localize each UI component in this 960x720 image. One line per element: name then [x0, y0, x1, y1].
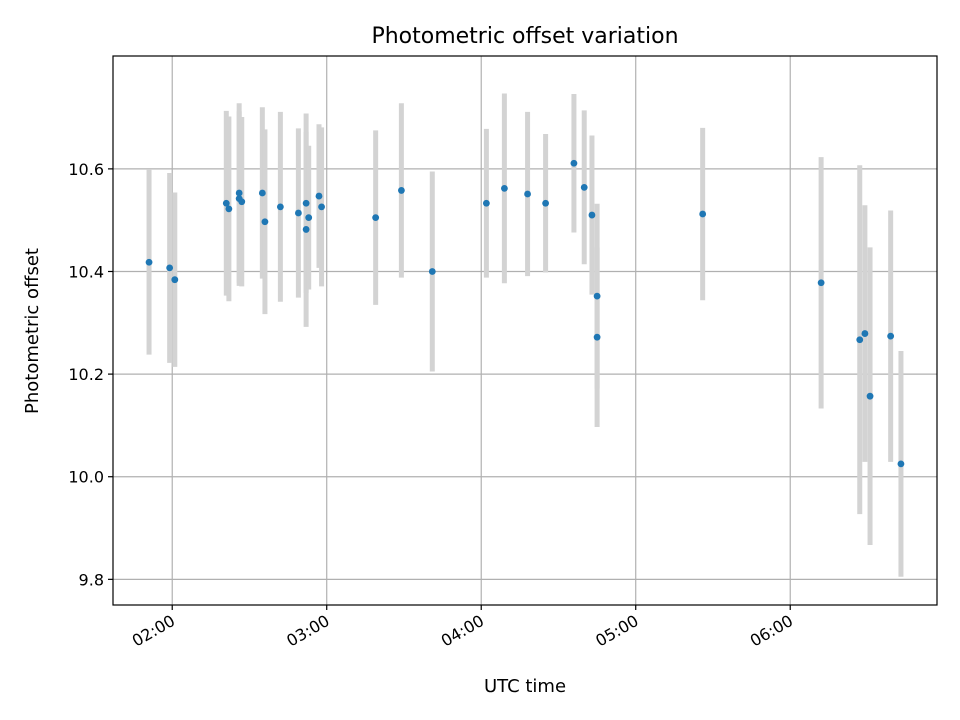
data-point — [145, 258, 153, 266]
data-point — [295, 209, 302, 217]
grid — [113, 56, 937, 605]
y-tick-label: 10.6 — [68, 160, 104, 179]
data-point — [222, 199, 230, 207]
data-point — [315, 192, 323, 200]
data-point — [398, 187, 405, 194]
data-point — [542, 199, 549, 207]
data-point — [302, 199, 310, 207]
data-point — [580, 183, 588, 191]
chart-title: Photometric offset variation — [371, 24, 678, 49]
x-axis-label: UTC time — [484, 676, 566, 697]
data-point — [897, 460, 905, 468]
data-point — [593, 333, 601, 341]
data-point — [235, 189, 243, 197]
data-point — [482, 199, 490, 207]
data-point — [524, 190, 531, 198]
data-point — [261, 218, 269, 226]
y-axis-ticks: 9.8 10.0 10.2 10.4 10.6 — [68, 160, 113, 589]
data-point — [166, 264, 174, 272]
data-point — [588, 211, 596, 219]
data-point — [817, 279, 825, 287]
data-point — [593, 292, 601, 300]
data-points — [145, 159, 905, 468]
data-point — [570, 159, 578, 167]
y-tick-label: 10.4 — [68, 262, 104, 281]
data-point — [276, 203, 284, 211]
data-point — [856, 336, 864, 344]
y-tick-label: 10.0 — [68, 468, 104, 487]
data-point — [258, 189, 266, 197]
data-point — [501, 184, 508, 192]
data-point — [318, 203, 325, 211]
data-point — [699, 210, 707, 218]
data-point — [866, 392, 874, 400]
data-point — [372, 214, 380, 222]
data-point — [305, 214, 313, 222]
plot-frame — [112, 55, 938, 606]
data-point — [428, 268, 436, 275]
data-point — [887, 332, 895, 340]
data-point — [238, 198, 246, 206]
data-point — [171, 276, 179, 284]
data-point — [225, 205, 233, 213]
y-axis-label: Photometric offset — [22, 248, 43, 414]
y-tick-label: 10.2 — [68, 365, 104, 384]
y-tick-label: 9.8 — [79, 570, 104, 589]
data-point — [302, 226, 310, 233]
data-point — [861, 330, 869, 337]
